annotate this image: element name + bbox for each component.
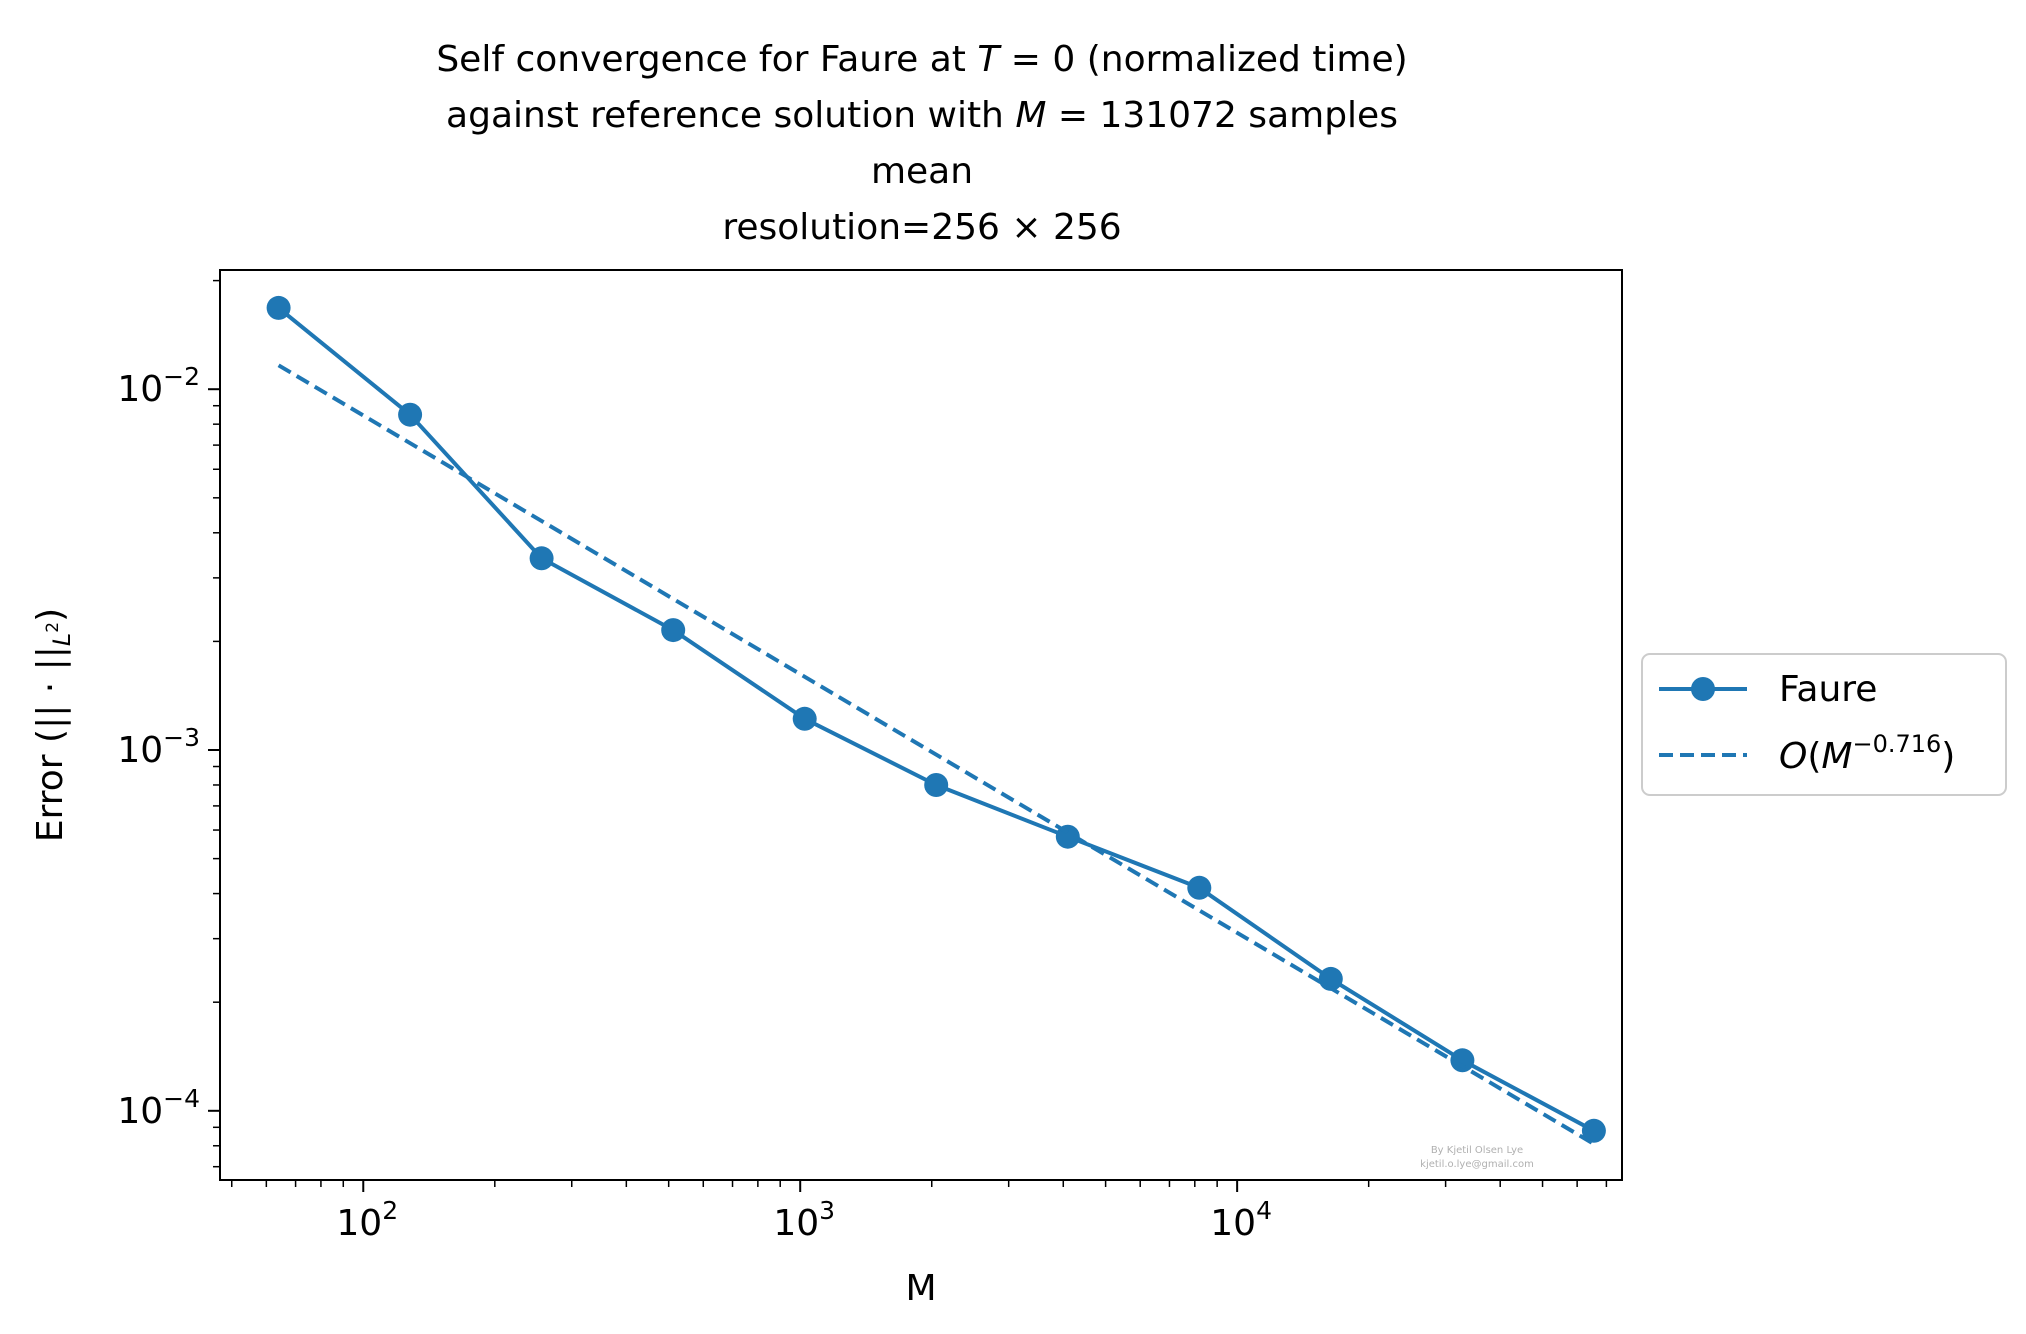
data-point (1581, 1118, 1606, 1143)
watermark: By Kjetil Olsen Lye kjetil.o.lye@gmail.c… (1420, 1145, 1534, 1170)
tick-label: 10−4 (117, 1084, 200, 1132)
legend-faure-label: Faure (1779, 669, 1877, 710)
data-point (924, 773, 949, 797)
legend: Faure O(M−0.716) (1641, 653, 2007, 796)
tick-label: 10−2 (117, 362, 200, 410)
legend-faure-marker (1691, 677, 1715, 701)
tick-label: 103 (773, 1196, 835, 1244)
y-axis-label: Error (|| · ||L2) (30, 608, 76, 842)
data-point (1318, 966, 1343, 991)
tick-label: 10−3 (117, 723, 200, 771)
data-point (661, 618, 686, 643)
chart-title-line-1: Self convergence for Faure at T = 0 (nor… (436, 39, 1407, 80)
tick-label: 102 (336, 1196, 398, 1244)
x-axis-ticks: 102 103 104 (230, 1180, 1608, 1244)
watermark-line-2: kjetil.o.lye@gmail.com (1420, 1159, 1534, 1170)
data-point (266, 295, 291, 320)
y-axis-ticks: 10−4 10−3 10−2 (117, 279, 220, 1168)
series-0-line (277, 306, 1595, 1133)
plot-area-frame (219, 269, 1623, 1181)
watermark-line-1: By Kjetil Olsen Lye (1431, 1145, 1523, 1156)
series-layer (266, 295, 1606, 1146)
data-point (398, 402, 423, 427)
tick-label: 104 (1210, 1196, 1272, 1244)
data-point (1187, 875, 1212, 900)
chart-title-line-4: resolution=256 × 256 (722, 207, 1121, 248)
data-point (1450, 1048, 1475, 1073)
data-point (792, 706, 817, 731)
x-axis-label: M (905, 1268, 936, 1309)
series-1-line (277, 363, 1595, 1146)
data-point (529, 546, 554, 571)
chart-title-line-2: against reference solution with M = 1310… (446, 95, 1398, 136)
chart-title: Self convergence for Faure at T = 0 (nor… (436, 39, 1407, 248)
chart-title-line-3: mean (871, 151, 973, 192)
